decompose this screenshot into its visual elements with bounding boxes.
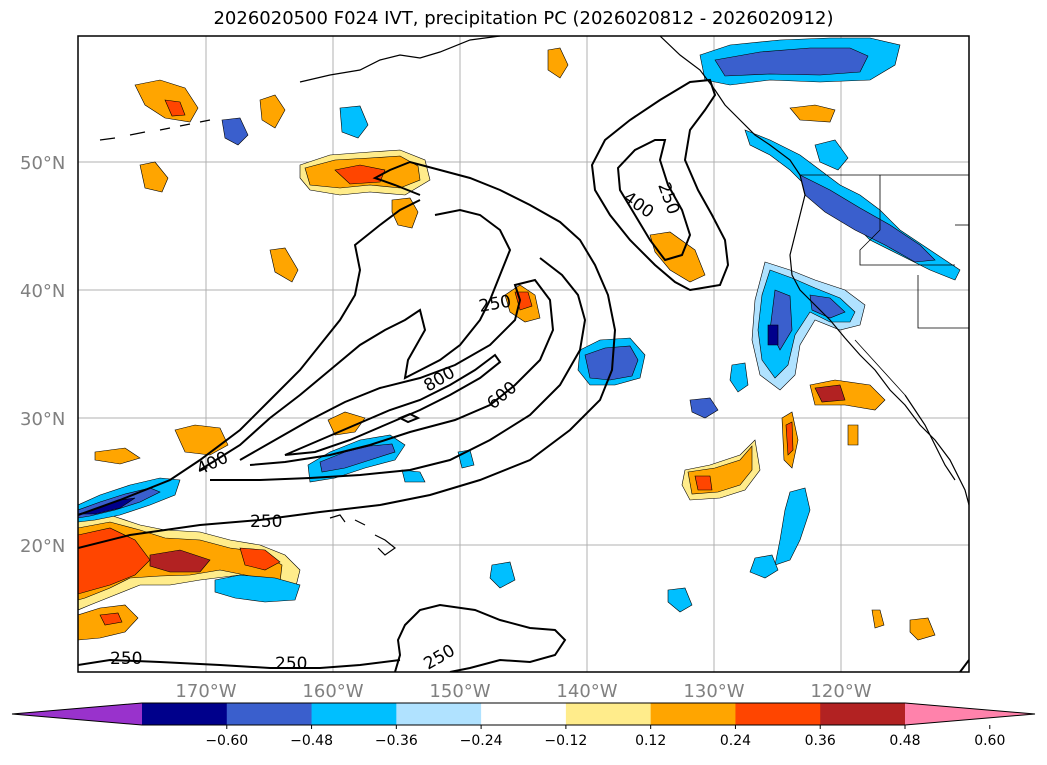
colorbar-swatch [226, 703, 313, 725]
colorbar-tick-label: 0.24 [720, 733, 751, 749]
lon-label: 150°W [429, 681, 490, 702]
colorbar-swatch [481, 703, 567, 725]
lat-label: 50°N [20, 153, 65, 174]
colorbar-swatch [650, 703, 736, 725]
lat-label: 20°N [20, 536, 65, 557]
colorbar-swatch [396, 703, 482, 725]
lon-label: 170°W [175, 681, 236, 702]
colorbar-swatch [565, 703, 652, 725]
colorbar-labels: −0.60 −0.48 −0.36 −0.24 −0.12 0.12 0.24 0.36 0.4… [205, 733, 1005, 749]
colorbar-tick-label: −0.36 [375, 733, 418, 749]
colorbar-swatch [142, 703, 228, 725]
colorbar-swatch [311, 703, 397, 725]
lat-label: 40°N [20, 281, 65, 302]
colorbar-tick-label: −0.12 [544, 733, 587, 749]
political-borders [800, 174, 969, 396]
colorbar-tick-label: −0.48 [290, 733, 333, 749]
contour-label: 250 [250, 512, 282, 532]
lon-label: 120°W [810, 681, 871, 702]
negative-precip-areas [78, 37, 961, 613]
colorbar-tick-label: −0.60 [205, 733, 248, 749]
colorbar-extend-max [905, 703, 1035, 725]
lon-label: 140°W [556, 681, 617, 702]
lon-label: 160°W [302, 681, 363, 702]
positive-precip-areas [78, 47, 936, 641]
latitude-labels: 50°N 40°N 30°N 20°N [20, 153, 65, 557]
coastlines [99, 36, 969, 556]
lon-label: 130°W [683, 681, 744, 702]
colorbar-tick-label: 0.48 [889, 733, 920, 749]
lat-label: 30°N [20, 409, 65, 430]
colorbar-tick-label: 0.12 [635, 733, 666, 749]
contour-label: 250 [275, 654, 307, 674]
colorbar-outline [11, 702, 1036, 726]
map-title: 2026020500 F024 IVT, precipitation PC (2… [213, 8, 834, 29]
contour-label: 250 [110, 649, 142, 669]
colorbar-extend-min [12, 703, 142, 725]
colorbar-swatch [820, 703, 906, 725]
colorbar-tick-label: −0.24 [460, 733, 503, 749]
colorbar-swatch [735, 703, 821, 725]
map-frame [77, 35, 970, 673]
colorbar-tick-label: 0.36 [805, 733, 836, 749]
ivt-contours [78, 78, 969, 672]
longitude-labels: 170°W 160°W 150°W 140°W 130°W 120°W [175, 681, 871, 702]
colorbar-tick-label: 0.60 [974, 733, 1005, 749]
colorbar [11, 702, 1036, 729]
